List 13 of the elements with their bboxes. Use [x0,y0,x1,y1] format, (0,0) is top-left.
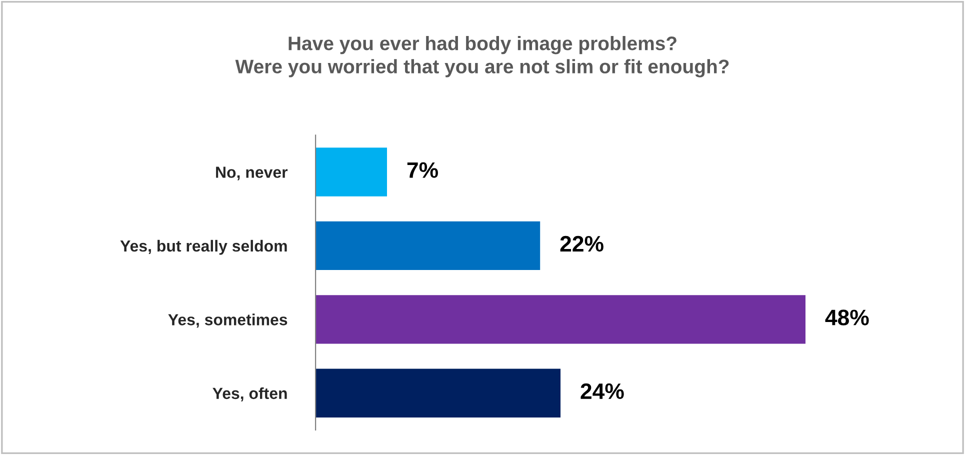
bar [316,221,540,270]
bar [316,148,387,196]
y-tick-label: Yes, but really seldom [120,240,287,255]
data-label: 22% [560,236,604,252]
y-tick-label: No, never [216,166,288,180]
chart-title: Have you ever had body image problems? Were you worried that you are not slim or fit enough? [235,36,729,78]
bar [316,368,561,418]
y-tick-label: Yes, sometimes [168,314,288,328]
data-label: 24% [580,383,624,400]
bar [316,295,806,344]
data-label: 7% [407,162,438,178]
data-label: 48% [825,310,869,326]
y-tick-label: Yes, often [212,387,287,402]
